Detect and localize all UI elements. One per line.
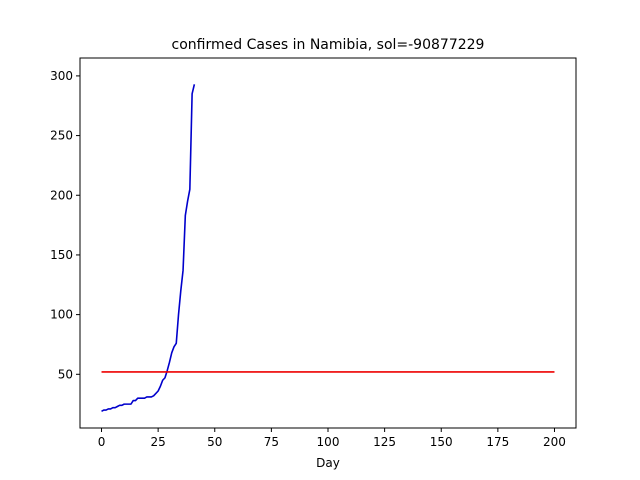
y-tick-label: 200 [50,188,73,202]
y-tick-label: 50 [58,367,73,381]
x-tick-label: 75 [264,435,279,449]
x-tick-label: 200 [543,435,566,449]
x-tick-label: 25 [150,435,165,449]
x-axis: 0 25 50 75 100 125 150 175 200 [98,428,566,449]
chart-title: confirmed Cases in Namibia, sol=-9087722… [172,37,485,53]
series-line-0 [101,84,196,412]
y-tick-label: 250 [50,129,73,143]
y-tick-label: 300 [50,69,73,83]
x-axis-label: Day [316,456,340,470]
y-tick-label: 100 [50,308,73,322]
x-tick-label: 125 [373,435,396,449]
x-tick-label: 50 [207,435,222,449]
y-tick-label: 150 [50,248,73,262]
plot-lines [101,84,555,412]
x-tick-label: 175 [486,435,509,449]
x-tick-label: 100 [317,435,340,449]
x-tick-label: 150 [430,435,453,449]
x-tick-label: 0 [98,435,106,449]
y-axis: 50 100 150 200 250 300 [50,69,80,381]
